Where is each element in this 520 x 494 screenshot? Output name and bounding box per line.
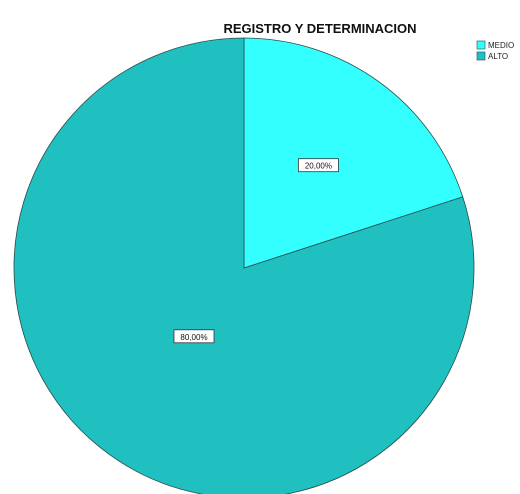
pie-labels: 20,00% 80,00% — [173, 158, 339, 344]
legend: MEDIO ALTO — [476, 40, 514, 61]
chart-title: REGISTRO Y DETERMINACION — [223, 21, 416, 36]
pie-slices — [13, 37, 475, 494]
legend-label-alto: ALTO — [488, 52, 508, 61]
pie-label-alto: 80,00% — [173, 329, 215, 344]
legend-swatch-alto — [476, 51, 486, 61]
pie-slice-medio — [243, 37, 464, 269]
pie-label-box — [297, 158, 339, 173]
pie-slice-alto — [13, 37, 475, 494]
pie-label-box — [173, 329, 215, 344]
pie-label-text: 20,00% — [305, 162, 332, 171]
pie-label-text: 80,00% — [180, 333, 207, 342]
legend-swatch-medio — [476, 40, 486, 50]
legend-label-medio: MEDIO — [488, 41, 514, 50]
pie-label-medio: 20,00% — [297, 158, 339, 173]
